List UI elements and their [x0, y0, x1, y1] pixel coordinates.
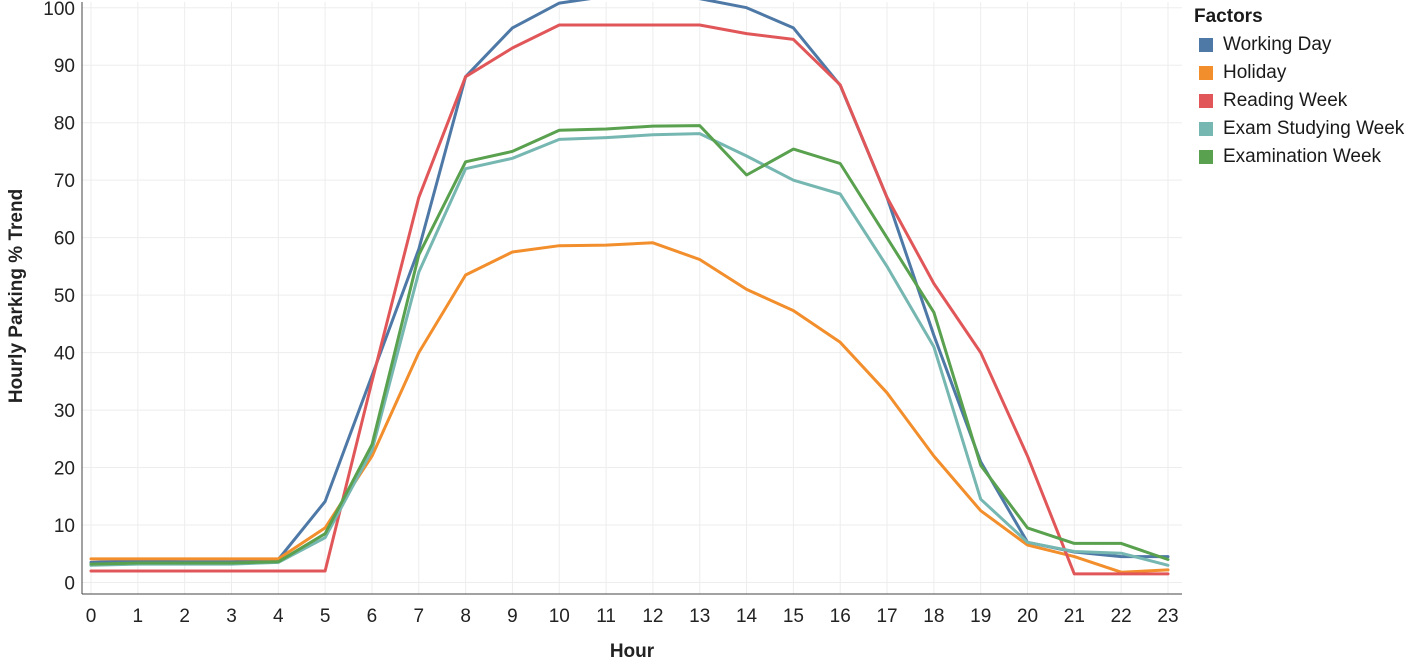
axes: 0 1 2 3 4 5 6 7 8 9 10 11 12 13 14 15 16 17 18 19 20 21 22 2301… — [43, 0, 1182, 627]
x-tick-label: 2 — [179, 606, 190, 627]
y-axis-title: Hourly Parking % Trend — [6, 189, 27, 403]
legend-label: Exam Studying Week — [1223, 118, 1405, 139]
x-tick-label: 7 — [413, 606, 424, 627]
x-tick-label: 15 — [783, 606, 804, 627]
y-tick-label: 60 — [54, 229, 75, 250]
y-tick-label: 0 — [64, 574, 75, 595]
y-tick-label: 20 — [54, 459, 75, 480]
y-tick-label: 40 — [54, 344, 75, 365]
series-line-examination-week — [89, 124, 1170, 566]
legend-swatch — [1199, 150, 1213, 164]
x-tick-label: 16 — [830, 606, 851, 627]
legend-swatch — [1199, 122, 1213, 136]
legend: Factors Working Day Holiday Reading Week Ex… — [1194, 6, 1404, 171]
x-tick-label: 23 — [1157, 606, 1178, 627]
x-axis-title: Hour — [610, 641, 655, 662]
legend-item-holiday: Holiday — [1194, 59, 1404, 87]
legend-items: Working Day Holiday Reading Week Exam Study… — [1194, 31, 1404, 171]
x-tick-label: 19 — [970, 606, 991, 627]
y-tick-label: 70 — [54, 171, 75, 192]
legend-swatch — [1199, 38, 1213, 52]
series-line-holiday — [89, 241, 1170, 574]
x-tick-label: 14 — [736, 606, 758, 627]
x-tick-label: 10 — [549, 606, 570, 627]
x-tick-label: 9 — [507, 606, 518, 627]
y-tick-label: 10 — [54, 516, 75, 537]
legend-item-reading-week: Reading Week — [1194, 87, 1404, 115]
legend-swatch — [1199, 66, 1213, 80]
x-tick-label: 1 — [133, 606, 144, 627]
legend-swatch — [1199, 94, 1213, 108]
legend-label: Reading Week — [1223, 90, 1348, 111]
y-tick-label: 50 — [54, 286, 75, 307]
y-tick-label: 30 — [54, 401, 75, 422]
x-tick-label: 22 — [1111, 606, 1132, 627]
x-tick-label: 12 — [642, 606, 663, 627]
x-tick-label: 6 — [367, 606, 378, 627]
x-tick-label: 21 — [1064, 606, 1085, 627]
series-line-working-day — [89, 0, 1170, 564]
x-tick-label: 0 — [86, 606, 97, 627]
legend-item-examination-week: Examination Week — [1194, 143, 1404, 171]
x-tick-label: 17 — [876, 606, 897, 627]
series-lines — [89, 0, 1170, 576]
legend-label: Holiday — [1223, 62, 1287, 83]
x-tick-label: 8 — [460, 606, 471, 627]
series-line-reading-week — [89, 23, 1170, 576]
legend-item-exam-studying-week: Exam Studying Week — [1194, 115, 1404, 143]
y-tick-label: 100 — [43, 0, 75, 20]
x-tick-label: 4 — [273, 606, 284, 627]
gridlines — [82, 2, 1182, 594]
legend-label: Examination Week — [1223, 146, 1382, 167]
legend-label: Working Day — [1223, 34, 1332, 55]
legend-item-working-day: Working Day — [1194, 31, 1404, 59]
x-tick-label: 18 — [923, 606, 944, 627]
x-tick-label: 20 — [1017, 606, 1038, 627]
legend-title: Factors — [1194, 6, 1263, 27]
y-tick-label: 80 — [54, 114, 75, 135]
x-tick-label: 13 — [689, 606, 710, 627]
x-tick-label: 5 — [320, 606, 331, 627]
x-tick-label: 11 — [596, 606, 616, 627]
y-tick-label: 90 — [54, 56, 75, 77]
x-tick-label: 3 — [226, 606, 237, 627]
